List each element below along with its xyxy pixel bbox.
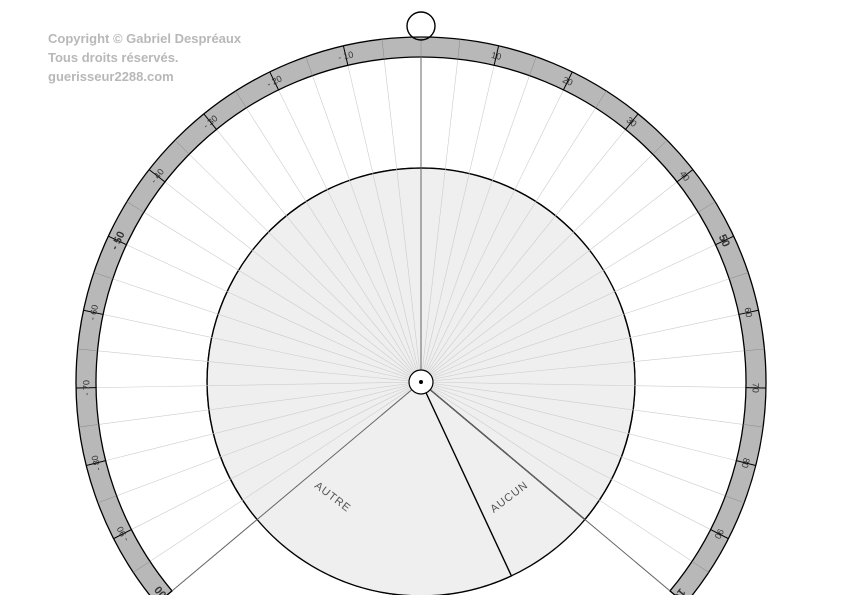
scale-label: 70 bbox=[750, 383, 760, 393]
scale-label: 60 bbox=[742, 306, 754, 318]
copyright-line2: Tous droits réservés. bbox=[48, 49, 241, 68]
copyright-block: Copyright © Gabriel Despréaux Tous droit… bbox=[48, 30, 241, 87]
pendulum-dial: - 100- 90- 80- 70- 60- 50- 40- 30- 20- 1… bbox=[0, 0, 842, 595]
copyright-line3: guerisseur2288.com bbox=[48, 68, 241, 87]
copyright-line1: Copyright © Gabriel Despréaux bbox=[48, 30, 241, 49]
center-dot bbox=[419, 380, 423, 384]
scale-label: - 70 bbox=[81, 380, 91, 396]
top-marker-circle bbox=[407, 12, 435, 40]
